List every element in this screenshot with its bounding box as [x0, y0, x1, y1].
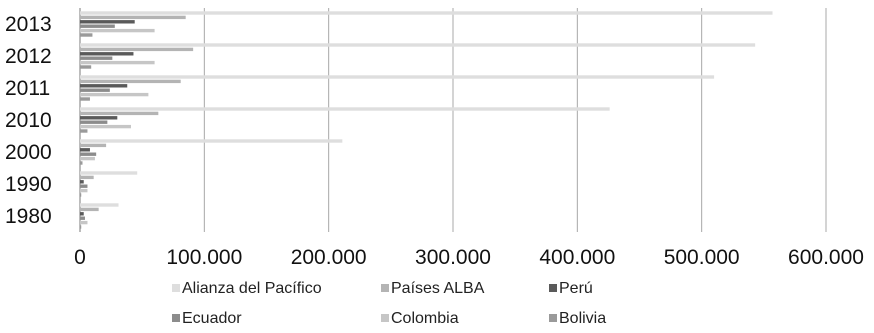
bar-2010-bolivia	[80, 129, 88, 133]
bar-2012-bolivia	[80, 65, 92, 69]
legend-label: Bolivia	[559, 310, 606, 327]
bars	[80, 11, 773, 229]
bar-2000-pa-ses-alba	[80, 143, 107, 148]
legend-label: Países ALBA	[391, 280, 485, 297]
bar-1990-alianza-del-pac-fico	[80, 171, 138, 175]
legend-swatch	[172, 284, 180, 292]
legend-label: Colombia	[391, 310, 459, 327]
bar-2000-alianza-del-pac-fico	[80, 139, 343, 143]
y-axis-labels: 1980 1990 2000 2010 2011 2012 2013	[5, 13, 52, 228]
bar-2011-bolivia	[80, 97, 90, 101]
y-tick-label: 2012	[5, 45, 52, 68]
bar-1980-ecuador	[80, 216, 85, 220]
bar-2010-alianza-del-pac-fico	[80, 107, 610, 111]
bar-2012-alianza-del-pac-fico	[80, 43, 756, 47]
bar-2011-pa-ses-alba	[80, 79, 181, 84]
legend-swatch	[549, 284, 557, 292]
gridlines	[79, 8, 827, 232]
legend-swatch	[172, 314, 180, 322]
legend: Alianza del Pacífico Países ALBA Perú Ecuad…	[172, 280, 606, 327]
x-tick-label: 500.000	[664, 246, 740, 269]
bar-2012-per-	[80, 52, 134, 56]
y-tick-label: 2010	[5, 109, 52, 132]
bar-2012-pa-ses-alba	[80, 47, 194, 52]
y-tick-label: 1980	[5, 205, 52, 228]
legend-label: Perú	[559, 280, 593, 297]
bar-2010-pa-ses-alba	[80, 111, 159, 116]
bar-2010-ecuador	[80, 120, 108, 124]
bar-2000-bolivia	[80, 161, 83, 165]
bar-1980-bolivia	[80, 225, 82, 229]
bar-1980-colombia	[80, 220, 88, 225]
bar-2013-alianza-del-pac-fico	[80, 11, 773, 15]
y-tick-label: 2013	[5, 13, 52, 36]
bar-1990-bolivia	[80, 193, 82, 197]
bar-1980-alianza-del-pac-fico	[80, 203, 119, 207]
bar-2012-ecuador	[80, 56, 113, 60]
bar-2013-ecuador	[80, 24, 115, 28]
x-axis-labels: 0 100.000 200.000 300.000 400.000 500.000 600.…	[74, 246, 864, 269]
x-tick-label: 0	[74, 246, 86, 269]
x-tick-label: 600.000	[788, 246, 864, 269]
y-tick-label: 1990	[5, 173, 52, 196]
bar-2012-colombia	[80, 60, 155, 65]
bar-1990-colombia	[80, 188, 88, 193]
bar-1990-per-	[80, 180, 84, 184]
bar-2013-pa-ses-alba	[80, 15, 186, 20]
legend-label: Alianza del Pacífico	[182, 280, 322, 297]
bar-2011-colombia	[80, 92, 149, 97]
y-tick-label: 2000	[5, 141, 52, 164]
bar-2011-alianza-del-pac-fico	[80, 75, 715, 79]
legend-swatch	[549, 314, 557, 322]
bar-1990-ecuador	[80, 184, 88, 188]
y-tick-label: 2011	[5, 77, 50, 100]
bar-1980-pa-ses-alba	[80, 207, 99, 212]
bar-2010-per-	[80, 116, 118, 120]
bar-2013-bolivia	[80, 33, 93, 37]
legend-swatch	[381, 314, 389, 322]
bar-2000-per-	[80, 148, 90, 152]
bar-2013-per-	[80, 20, 135, 24]
legend-label: Ecuador	[182, 310, 242, 327]
bar-2011-per-	[80, 84, 128, 88]
bar-2011-ecuador	[80, 88, 110, 92]
x-tick-label: 300.000	[415, 246, 491, 269]
x-tick-label: 400.000	[539, 246, 615, 269]
x-tick-label: 100.000	[166, 246, 242, 269]
bar-2000-colombia	[80, 156, 95, 161]
bar-2010-colombia	[80, 124, 131, 129]
bar-2000-ecuador	[80, 152, 97, 156]
x-tick-label: 200.000	[291, 246, 367, 269]
bar-2013-colombia	[80, 28, 155, 33]
legend-swatch	[381, 284, 389, 292]
bar-1980-per-	[80, 212, 84, 216]
bar-1990-pa-ses-alba	[80, 175, 94, 180]
